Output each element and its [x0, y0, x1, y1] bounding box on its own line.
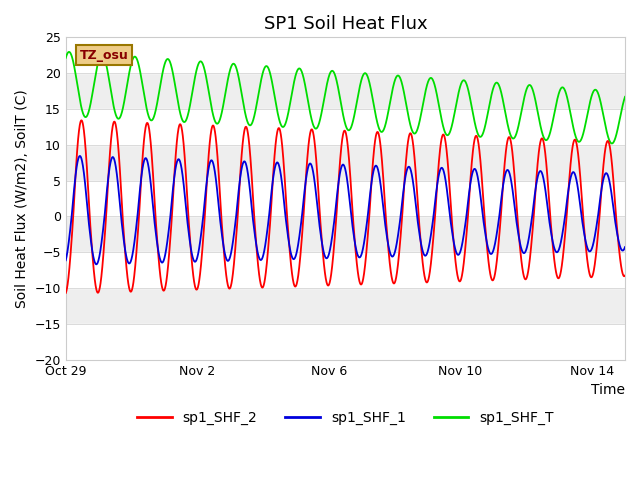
- Bar: [66, 180, 625, 216]
- Title: SP1 Soil Heat Flux: SP1 Soil Heat Flux: [264, 15, 428, 33]
- Bar: [66, 252, 625, 288]
- Legend: sp1_SHF_2, sp1_SHF_1, sp1_SHF_T: sp1_SHF_2, sp1_SHF_1, sp1_SHF_T: [131, 405, 559, 431]
- X-axis label: Time: Time: [591, 383, 625, 397]
- Bar: [66, 324, 625, 360]
- Text: TZ_osu: TZ_osu: [80, 48, 129, 61]
- Bar: [66, 109, 625, 145]
- Bar: [66, 37, 625, 73]
- Y-axis label: Soil Heat Flux (W/m2), SoilT (C): Soil Heat Flux (W/m2), SoilT (C): [15, 89, 29, 308]
